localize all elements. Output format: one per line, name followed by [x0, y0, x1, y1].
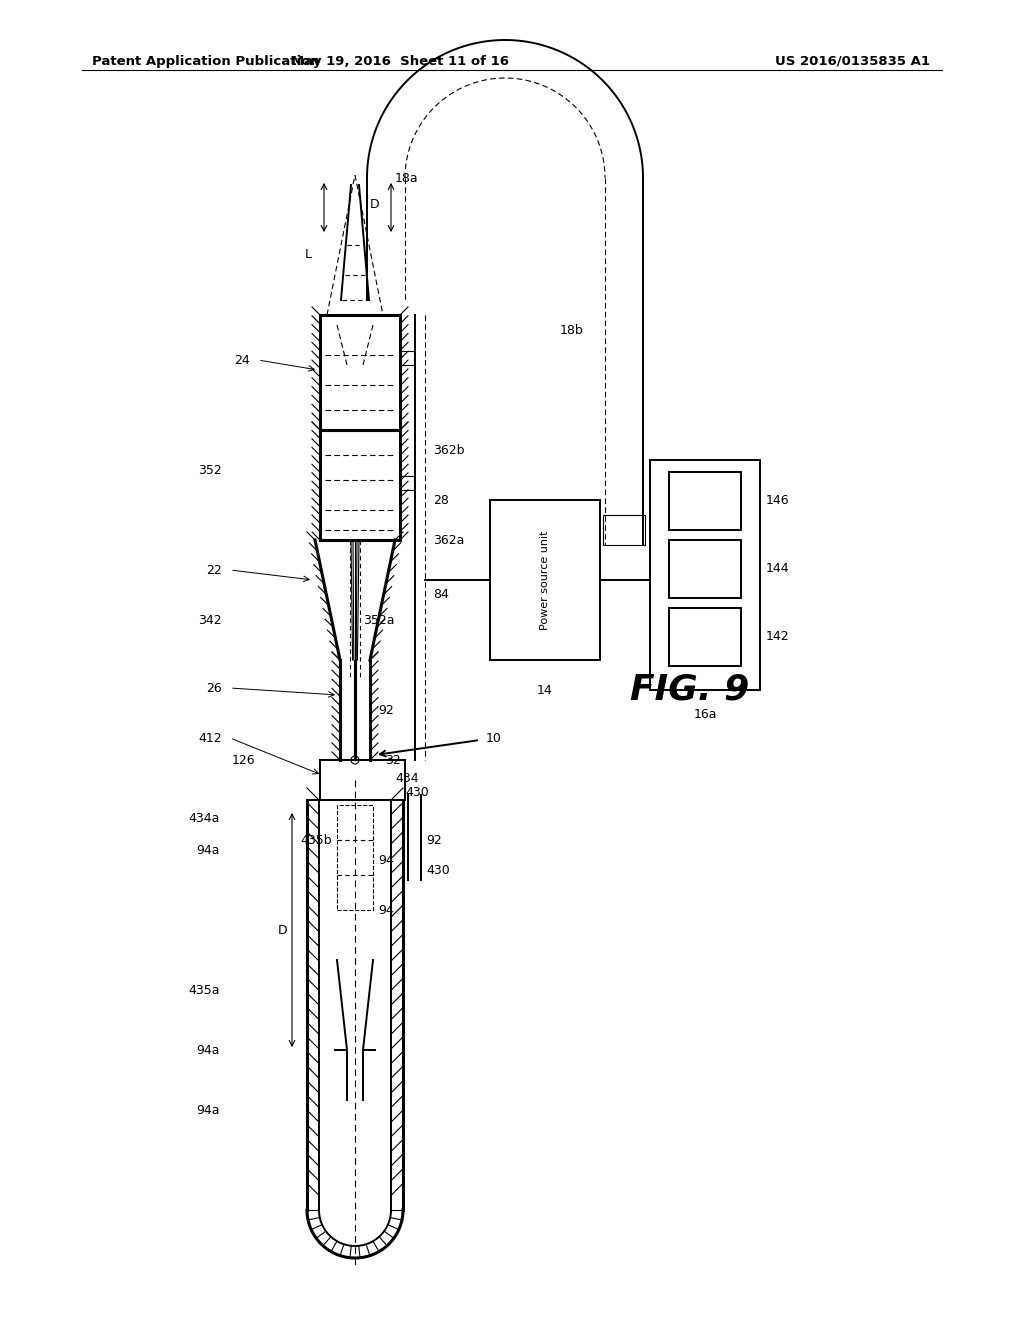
Text: 26: 26 [206, 681, 222, 694]
Text: 28: 28 [433, 494, 449, 507]
Bar [669, 540, 741, 598]
Text: 18b: 18b [560, 323, 584, 337]
Text: 352a: 352a [362, 614, 394, 627]
Text: 434a: 434a [188, 812, 220, 825]
Text: 32: 32 [385, 754, 400, 767]
Text: 94: 94 [378, 854, 394, 866]
Text: 362b: 362b [433, 444, 465, 457]
Bar [669, 609, 741, 667]
Text: 94a: 94a [197, 843, 220, 857]
Text: 22: 22 [206, 564, 222, 577]
Text: D: D [370, 198, 379, 211]
Text: 16a: 16a [693, 709, 717, 722]
Text: 92: 92 [426, 833, 441, 846]
Text: 342: 342 [199, 614, 222, 627]
Text: L: L [305, 248, 312, 261]
Text: 94a: 94a [197, 1104, 220, 1117]
Text: 10: 10 [486, 731, 502, 744]
Text: May 19, 2016  Sheet 11 of 16: May 19, 2016 Sheet 11 of 16 [291, 55, 509, 69]
Text: 352: 352 [199, 463, 222, 477]
Bar [400, 351, 414, 366]
Text: US 2016/0135835 A1: US 2016/0135835 A1 [775, 55, 930, 69]
Text: 434: 434 [395, 771, 419, 784]
Text: 24: 24 [234, 354, 250, 367]
Bar [650, 459, 760, 690]
Text: 18a: 18a [395, 172, 419, 185]
Text: 435b: 435b [300, 833, 332, 846]
Text: 84: 84 [433, 589, 449, 602]
Text: 94: 94 [378, 903, 394, 916]
Text: 142: 142 [766, 631, 790, 644]
Text: Patent Application Publication: Patent Application Publication [92, 55, 319, 69]
Text: 362a: 362a [433, 533, 464, 546]
Bar [603, 515, 645, 545]
Text: 412: 412 [199, 731, 222, 744]
Text: 430: 430 [406, 787, 429, 800]
Bar [400, 477, 414, 490]
Text: Power source unit: Power source unit [540, 531, 550, 630]
Text: 430: 430 [426, 863, 450, 876]
Text: 92: 92 [378, 704, 394, 717]
Text: 144: 144 [766, 562, 790, 576]
Text: 126: 126 [231, 754, 255, 767]
Bar [669, 473, 741, 531]
Text: 435a: 435a [188, 983, 220, 997]
Bar [337, 805, 373, 909]
Text: FIG. 9: FIG. 9 [631, 673, 750, 708]
Text: 14: 14 [538, 684, 553, 697]
Text: 146: 146 [766, 495, 790, 507]
Bar [490, 500, 600, 660]
Text: D: D [278, 924, 287, 936]
Text: 94a: 94a [197, 1044, 220, 1056]
